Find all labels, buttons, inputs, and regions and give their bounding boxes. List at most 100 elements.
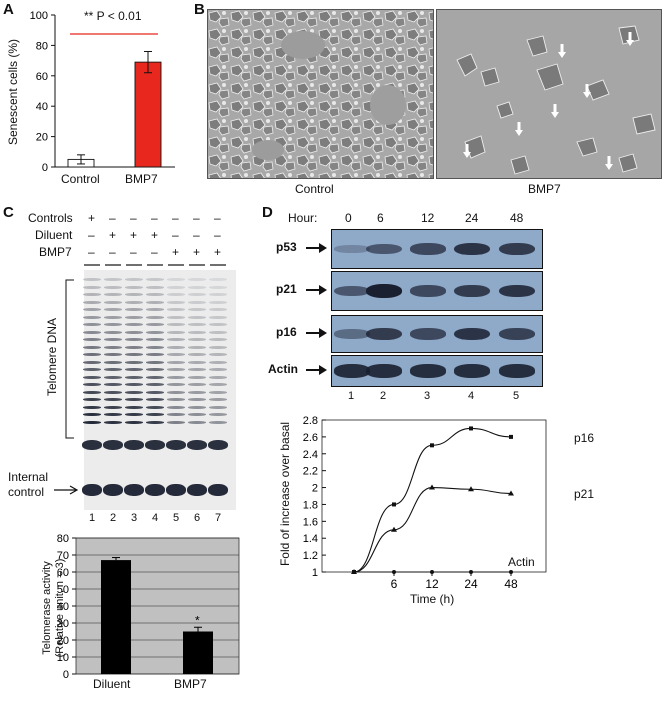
telomerase-ytick-label: 40 — [57, 601, 69, 613]
panel-a-chart: 0 20 40 60 80 100 — [30, 10, 175, 174]
row-label-bmp7: BMP7 — [39, 245, 72, 259]
telomere-ladder-band — [188, 398, 206, 401]
treatment-sign: – — [109, 211, 116, 225]
micrograph-bmp7 — [436, 9, 662, 179]
telomere-ladder-band — [146, 345, 164, 349]
telomere-ladder-band — [209, 353, 227, 356]
telomere-ladder-band — [104, 330, 122, 334]
telomere-ladder-band — [188, 278, 206, 281]
marker-p21 — [508, 490, 514, 496]
marker-actin — [392, 570, 396, 574]
telomere-ladder-band — [209, 390, 227, 394]
treatment-sign: + — [214, 245, 222, 259]
telomere-ladder-band — [146, 338, 164, 341]
hour-value: 6 — [377, 211, 384, 225]
telomere-ladder-band — [188, 375, 206, 379]
marker-p16 — [392, 502, 396, 507]
blot-lane-number: 2 — [380, 390, 387, 402]
telomere-ladder-band — [209, 285, 227, 289]
marker-actin — [352, 570, 356, 574]
panel-a-ytick-label: 0 — [42, 162, 48, 174]
gel-lane — [124, 270, 144, 510]
telomere-ladder-band — [146, 278, 164, 281]
telomere-ladder-band — [167, 390, 185, 394]
internal-control-band — [124, 484, 144, 496]
telomere-ladder-band — [167, 375, 185, 379]
telomere-ladder-band — [125, 383, 143, 386]
panel-a-ytick-label: 80 — [36, 40, 48, 52]
telomerase-ylabel: Telomerase activity (Relative unit, n = … — [41, 538, 67, 678]
telomere-ladder-band — [209, 308, 227, 311]
micrograph-caption-control: Control — [295, 182, 334, 196]
gel-main-band — [124, 440, 144, 450]
fold-ytick-label: 1.8 — [303, 499, 318, 511]
hour-value: 0 — [345, 211, 352, 225]
treatment-sign: + — [88, 211, 96, 225]
telomere-ladder-band — [209, 323, 227, 326]
telomere-ladder-band — [104, 308, 122, 311]
telomere-ladder-band — [188, 390, 206, 394]
micrograph-control — [207, 9, 434, 179]
hour-value: 48 — [510, 211, 524, 225]
blot-lane-number: 1 — [348, 390, 355, 402]
telomere-ladder-band — [125, 345, 143, 349]
fold-ytick-label: 1.4 — [303, 533, 318, 545]
telomere-gel — [82, 270, 236, 510]
telomerase-ytick-label: 80 — [57, 533, 69, 545]
blot-band — [366, 284, 402, 298]
telomere-dna-label: Telomere DNA — [45, 317, 59, 397]
fold-xtick-label: 6 — [391, 577, 398, 591]
telomere-ladder-band — [104, 345, 122, 349]
telomere-ladder-band — [209, 405, 227, 409]
fold-ytick-label: 1 — [312, 567, 318, 579]
telomere-ladder-band — [209, 315, 227, 319]
telomere-ladder-band — [188, 345, 206, 349]
telomere-ladder-band — [209, 345, 227, 349]
fold-ylabel: Fold of increase over basal — [278, 421, 292, 567]
telomere-ladder-band — [83, 293, 101, 296]
gel-lane — [103, 270, 123, 510]
blot-band — [334, 245, 370, 253]
hour-label: Hour: — [288, 211, 318, 225]
blot-arrow — [306, 243, 327, 253]
treatment-sign: – — [151, 245, 158, 259]
telomere-ladder-band — [146, 375, 164, 379]
telomere-ladder-band — [188, 405, 206, 409]
telomere-ladder-band — [167, 308, 185, 311]
telomere-ladder-band — [104, 360, 122, 364]
marker-actin — [469, 570, 473, 574]
telomere-ladder-band — [209, 383, 227, 386]
fold-xtick-label: 12 — [425, 577, 439, 591]
telomere-ladder-band — [188, 413, 206, 416]
internal-control-band — [82, 484, 102, 496]
blot-arrow — [306, 285, 327, 295]
gel-main-band — [82, 440, 102, 450]
gel-main-band — [145, 440, 165, 450]
telomere-ladder-band — [146, 368, 164, 371]
treatment-sign: – — [109, 245, 116, 259]
telomere-ladder-band — [209, 398, 227, 401]
telomere-ladder-band — [167, 413, 185, 416]
telomere-ladder-band — [125, 353, 143, 356]
telomerase-bar-diluent — [101, 560, 131, 674]
panel-a-xtick-bmp7: BMP7 — [125, 172, 158, 186]
telomerase-ytick-label: 0 — [63, 669, 69, 681]
telomere-ladder-band — [188, 420, 206, 424]
treatment-sign: + — [193, 245, 201, 259]
internal-control-band — [208, 484, 228, 496]
treatment-sign: + — [130, 228, 138, 242]
blot-band — [499, 328, 535, 340]
telomere-ladder-band — [104, 420, 122, 424]
blot-band — [499, 364, 535, 378]
line-series-p21 — [353, 487, 512, 573]
marker-p21 — [429, 484, 435, 490]
telomere-ladder-band — [125, 368, 143, 371]
telomerase-ytick-label: 60 — [57, 567, 69, 579]
fold-ytick-label: 1.6 — [303, 516, 318, 528]
telomerase-ytick-label: 10 — [57, 652, 69, 664]
panel-b-label: B — [194, 1, 205, 18]
treatment-sign: – — [172, 228, 179, 242]
telomere-ladder-band — [104, 405, 122, 409]
telomere-ladder-band — [188, 368, 206, 371]
telomere-ladder-band — [125, 308, 143, 311]
